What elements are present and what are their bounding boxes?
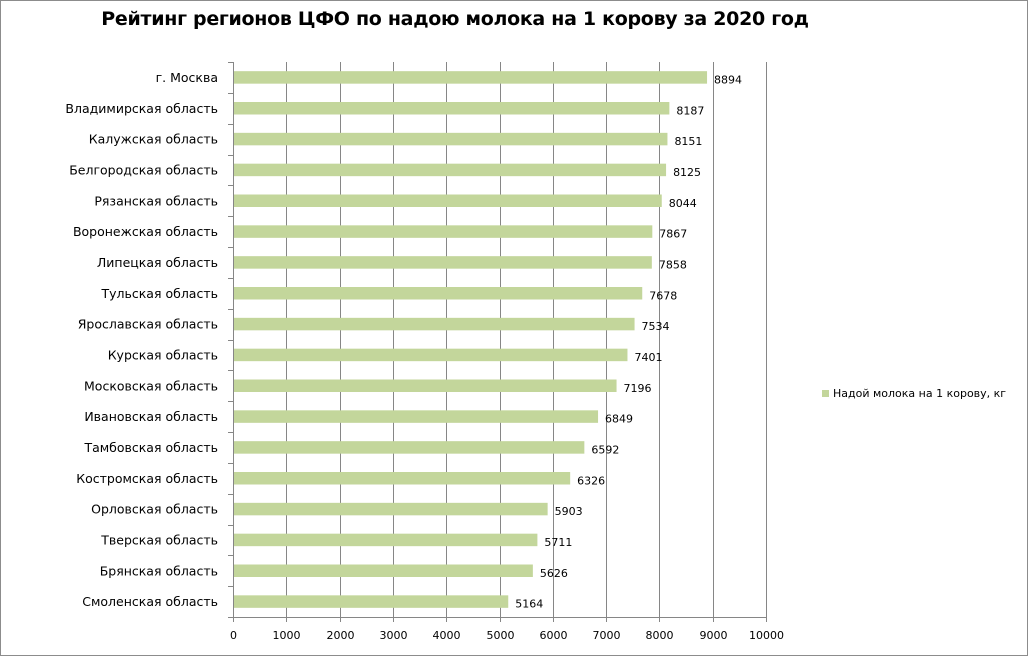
x-tick-labels: 0 1000 2000 3000 4000 5000 6000 7000 8000 9000 100… — [230, 629, 784, 642]
bar — [234, 287, 643, 300]
bar — [234, 595, 509, 608]
bar — [234, 472, 571, 485]
data-label: 7858 — [659, 258, 687, 271]
bars — [234, 71, 708, 608]
axes — [228, 62, 767, 622]
bar — [234, 132, 668, 146]
category-label: Тверская область — [100, 532, 218, 547]
category-label: Курская область — [108, 347, 218, 362]
x-tick-label: 1000 — [273, 629, 301, 642]
category-labels: г. Москва Владимирская область Калужская о… — [65, 70, 218, 609]
bar — [234, 317, 635, 331]
x-tick-label: 4000 — [433, 629, 461, 642]
category-label: Воронежская область — [73, 224, 218, 239]
data-label: 7534 — [642, 320, 670, 333]
data-label: 8044 — [669, 197, 697, 210]
legend-label: Надой молока на 1 корову, кг — [833, 387, 1007, 400]
category-label: Белгородская область — [69, 162, 218, 177]
data-label: 8894 — [714, 73, 742, 86]
bar — [234, 564, 533, 577]
category-label: Орловская область — [91, 502, 218, 517]
data-label: 5903 — [555, 505, 583, 518]
bar — [234, 194, 662, 207]
x-tick-label: 7000 — [593, 629, 621, 642]
data-label: 7678 — [649, 289, 677, 302]
x-tick-label: 9000 — [700, 629, 728, 642]
x-tick-label: 5000 — [487, 629, 515, 642]
data-label: 5164 — [515, 598, 543, 611]
bar — [234, 410, 599, 423]
gridlines — [286, 62, 767, 617]
x-tick-label: 2000 — [327, 629, 355, 642]
category-label: Костромская область — [76, 471, 218, 486]
x-tick-label: 10000 — [749, 629, 784, 642]
data-label: 7401 — [634, 351, 662, 364]
data-label: 7867 — [659, 228, 687, 241]
data-label: 6592 — [591, 443, 619, 456]
bar — [234, 348, 628, 362]
category-label: Ярославская область — [78, 317, 218, 332]
bar — [234, 502, 548, 516]
category-label: Тамбовская область — [83, 440, 218, 455]
data-label: 6326 — [577, 474, 605, 487]
bar — [234, 102, 670, 115]
legend: Надой молока на 1 корову, кг — [822, 387, 1006, 400]
data-label: 7196 — [624, 382, 652, 395]
bar — [234, 71, 708, 84]
data-label: 8151 — [674, 135, 702, 148]
data-label: 5711 — [544, 536, 572, 549]
category-label: Ивановская область — [84, 409, 218, 424]
category-label: Тульская область — [101, 286, 219, 301]
category-label: Московская область — [84, 378, 218, 393]
category-label: Брянская область — [100, 563, 218, 578]
bar — [234, 225, 653, 238]
x-tick-label: 6000 — [540, 629, 568, 642]
category-label: Калужская область — [89, 132, 218, 147]
data-label: 6849 — [605, 413, 633, 426]
chart-title: Рейтинг регионов ЦФО по надою молока на … — [101, 8, 809, 30]
bar — [234, 163, 667, 177]
data-label: 8187 — [676, 104, 704, 117]
legend-swatch — [822, 390, 829, 397]
category-label: Липецкая область — [97, 255, 218, 270]
bar — [234, 379, 617, 392]
data-label: 5626 — [540, 567, 568, 580]
category-label: г. Москва — [156, 70, 218, 85]
data-label: 8125 — [673, 166, 701, 179]
category-label: Смоленская область — [82, 594, 218, 609]
x-tick-label: 0 — [230, 629, 237, 642]
x-tick-label: 3000 — [380, 629, 408, 642]
data-labels: 8894 8187 8151 8125 8044 7867 7858 7678 7534 7401… — [515, 73, 742, 610]
bar — [234, 256, 652, 269]
bar — [234, 441, 585, 454]
category-label: Рязанская область — [94, 193, 218, 208]
bar — [234, 533, 538, 547]
x-tick-label: 8000 — [646, 629, 674, 642]
category-label: Владимирская область — [65, 101, 218, 116]
